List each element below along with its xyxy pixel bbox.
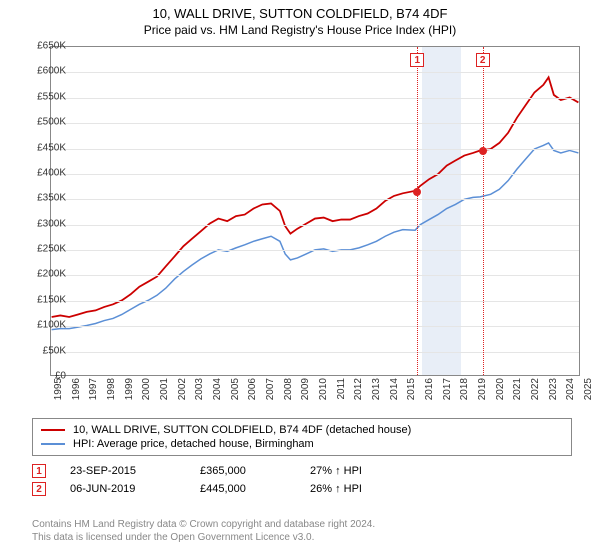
y-axis-label: £600K	[37, 66, 66, 77]
x-axis-label: 1995	[53, 378, 64, 418]
footer-line: This data is licensed under the Open Gov…	[32, 531, 375, 544]
sales-row: 1 23-SEP-2015 £365,000 27% ↑ HPI	[32, 462, 430, 480]
sale-date: 06-JUN-2019	[70, 483, 200, 495]
sale-diff: 27% ↑ HPI	[310, 465, 430, 477]
x-axis-label: 2014	[389, 378, 400, 418]
y-axis-label: £200K	[37, 269, 66, 280]
sale-marker-dot	[479, 147, 487, 155]
sale-diff: 26% ↑ HPI	[310, 483, 430, 495]
legend-box: 10, WALL DRIVE, SUTTON COLDFIELD, B74 4D…	[32, 418, 572, 456]
footer-line: Contains HM Land Registry data © Crown c…	[32, 518, 375, 531]
sale-marker-line	[483, 47, 484, 375]
sale-marker-dot	[413, 188, 421, 196]
x-axis-label: 2024	[565, 378, 576, 418]
x-axis-label: 1997	[88, 378, 99, 418]
legend-swatch	[41, 429, 65, 431]
sale-marker-line	[417, 47, 418, 375]
x-axis-label: 2020	[495, 378, 506, 418]
x-axis-label: 2010	[318, 378, 329, 418]
x-axis-label: 2015	[406, 378, 417, 418]
x-axis-label: 2009	[300, 378, 311, 418]
x-axis-label: 2001	[159, 378, 170, 418]
y-axis-label: £500K	[37, 117, 66, 128]
sale-marker-badge: 1	[410, 53, 424, 67]
plot-area: 12	[50, 46, 580, 376]
x-axis-label: 1996	[71, 378, 82, 418]
x-axis-label: 2021	[512, 378, 523, 418]
sale-price: £445,000	[200, 483, 310, 495]
y-axis-label: £300K	[37, 218, 66, 229]
y-axis-label: £150K	[37, 294, 66, 305]
x-axis-label: 2017	[442, 378, 453, 418]
x-axis-label: 1999	[124, 378, 135, 418]
sale-date: 23-SEP-2015	[70, 465, 200, 477]
x-axis-label: 2025	[583, 378, 594, 418]
x-axis-label: 2005	[230, 378, 241, 418]
y-axis-label: £50K	[43, 345, 66, 356]
chart-title: 10, WALL DRIVE, SUTTON COLDFIELD, B74 4D…	[0, 0, 600, 21]
x-axis-label: 2013	[371, 378, 382, 418]
x-axis-label: 2000	[141, 378, 152, 418]
x-axis-label: 2022	[530, 378, 541, 418]
series-line-property	[52, 77, 579, 317]
x-axis-label: 2011	[336, 378, 347, 418]
legend-label: 10, WALL DRIVE, SUTTON COLDFIELD, B74 4D…	[73, 424, 411, 436]
footer-attribution: Contains HM Land Registry data © Crown c…	[32, 518, 375, 544]
x-axis-label: 2012	[353, 378, 364, 418]
y-axis-label: £350K	[37, 193, 66, 204]
x-axis-label: 2019	[477, 378, 488, 418]
y-axis-label: £650K	[37, 41, 66, 52]
legend-swatch	[41, 443, 65, 445]
y-axis-label: £550K	[37, 91, 66, 102]
x-axis-label: 2018	[459, 378, 470, 418]
x-axis-label: 2008	[283, 378, 294, 418]
x-axis-label: 2006	[247, 378, 258, 418]
sale-marker-num: 1	[32, 464, 46, 478]
sale-marker-badge: 2	[476, 53, 490, 67]
x-axis-label: 2003	[194, 378, 205, 418]
legend-row-property: 10, WALL DRIVE, SUTTON COLDFIELD, B74 4D…	[41, 423, 563, 437]
chart-container: 10, WALL DRIVE, SUTTON COLDFIELD, B74 4D…	[0, 0, 600, 560]
x-axis-label: 2002	[177, 378, 188, 418]
y-axis-label: £450K	[37, 142, 66, 153]
x-axis-label: 2023	[548, 378, 559, 418]
y-axis-label: £400K	[37, 167, 66, 178]
x-axis-label: 2007	[265, 378, 276, 418]
legend-label: HPI: Average price, detached house, Birm…	[73, 438, 314, 450]
x-axis-label: 2016	[424, 378, 435, 418]
sale-price: £365,000	[200, 465, 310, 477]
x-axis-label: 1998	[106, 378, 117, 418]
chart-subtitle: Price paid vs. HM Land Registry's House …	[0, 21, 600, 37]
sales-table: 1 23-SEP-2015 £365,000 27% ↑ HPI 2 06-JU…	[32, 462, 430, 498]
y-axis-label: £250K	[37, 244, 66, 255]
sales-row: 2 06-JUN-2019 £445,000 26% ↑ HPI	[32, 480, 430, 498]
y-axis-label: £100K	[37, 320, 66, 331]
sale-marker-num: 2	[32, 482, 46, 496]
x-axis-label: 2004	[212, 378, 223, 418]
legend-row-hpi: HPI: Average price, detached house, Birm…	[41, 437, 563, 451]
